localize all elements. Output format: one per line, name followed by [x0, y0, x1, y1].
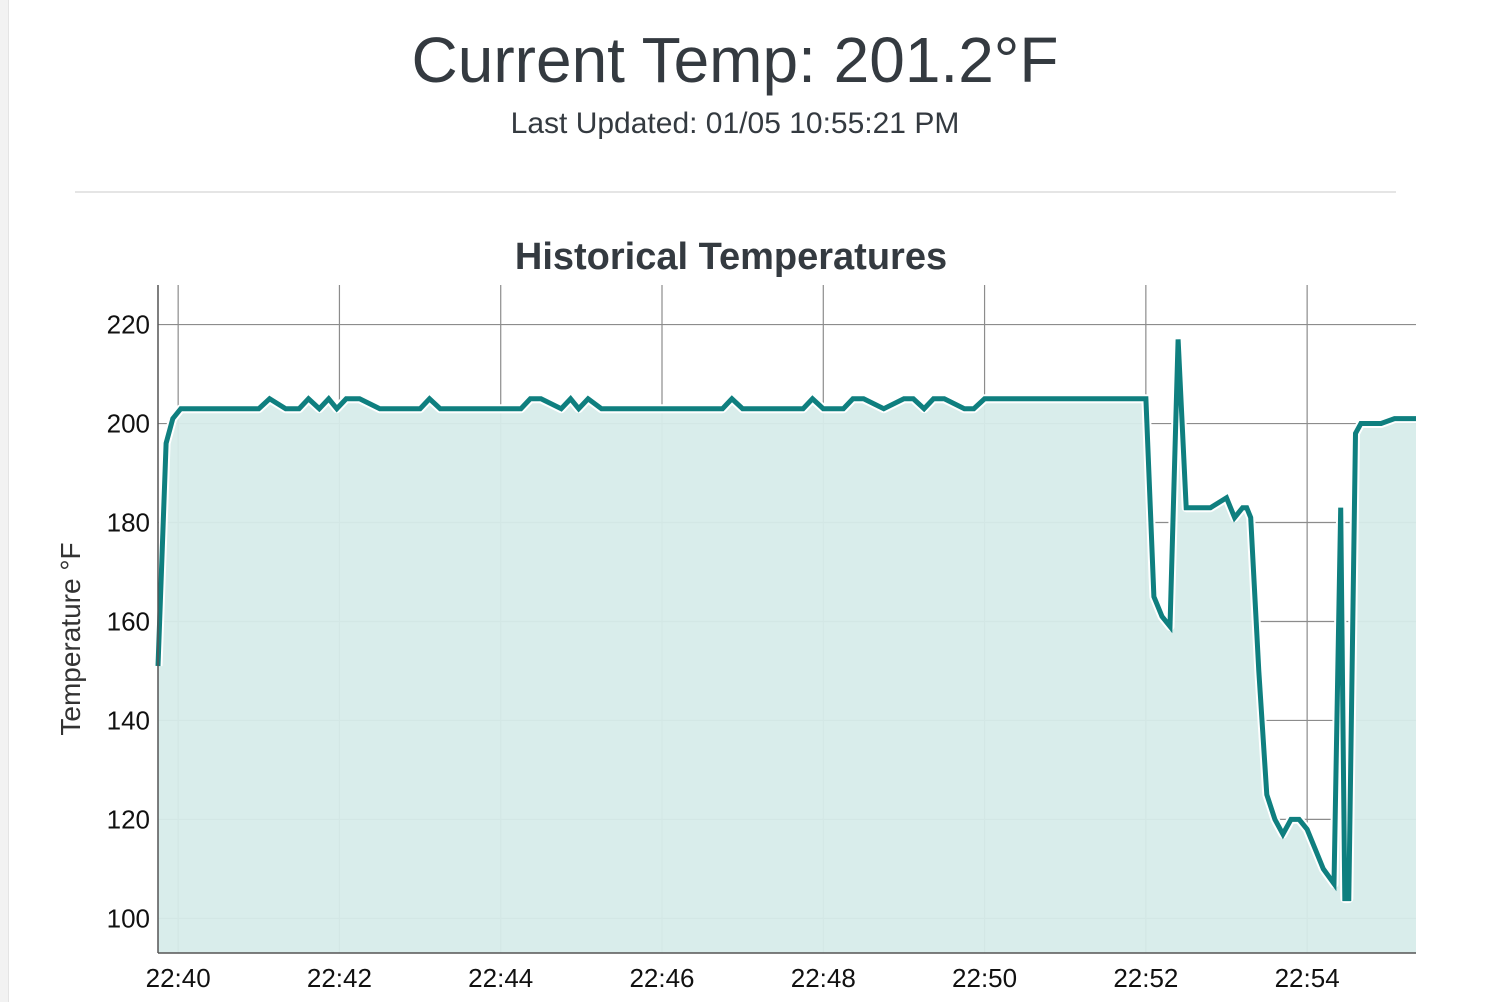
chart-svg: Historical Temperatures 100 120 140 160 180 2… [55, 236, 1416, 993]
y-axis-label: Temperature °F [55, 542, 86, 735]
x-tick-label: 22:42 [307, 963, 372, 993]
y-tick-label: 140 [107, 705, 150, 735]
x-tick-label: 22:54 [1275, 963, 1340, 993]
window-left-edge [0, 0, 9, 1002]
x-tick-label: 22:52 [1113, 963, 1178, 993]
x-tick-label: 22:46 [629, 963, 694, 993]
y-tick-label: 160 [107, 606, 150, 636]
x-tick-labels: 22:40 22:42 22:44 22:46 22:48 22:50 22:52 22:54 [146, 963, 1340, 993]
historical-temperatures-chart: Historical Temperatures 100 120 140 160 180 2… [0, 215, 1490, 1002]
chart-title: Historical Temperatures [515, 236, 947, 278]
y-tick-label: 120 [107, 804, 150, 834]
y-tick-label: 200 [107, 409, 150, 439]
temperature-area-fill [158, 339, 1416, 953]
divider [75, 191, 1396, 193]
y-tick-label: 100 [107, 903, 150, 933]
x-tick-label: 22:40 [146, 963, 211, 993]
temperature-line [155, 339, 1416, 902]
last-updated-text: Last Updated: 01/05 10:55:21 PM [510, 107, 960, 140]
x-tick-label: 22:48 [791, 963, 856, 993]
x-tick-label: 22:44 [468, 963, 533, 993]
y-tick-labels: 100 120 140 160 180 200 220 [107, 310, 150, 934]
y-tick-label: 220 [107, 310, 150, 340]
y-tick-label: 180 [107, 508, 150, 538]
header: Current Temp: 201.2°F Last Updated: 01/0… [0, 18, 1470, 146]
x-tick-label: 22:50 [952, 963, 1017, 993]
axes [157, 285, 1416, 954]
current-temp-title: Current Temp: 201.2°F [411, 24, 1059, 96]
